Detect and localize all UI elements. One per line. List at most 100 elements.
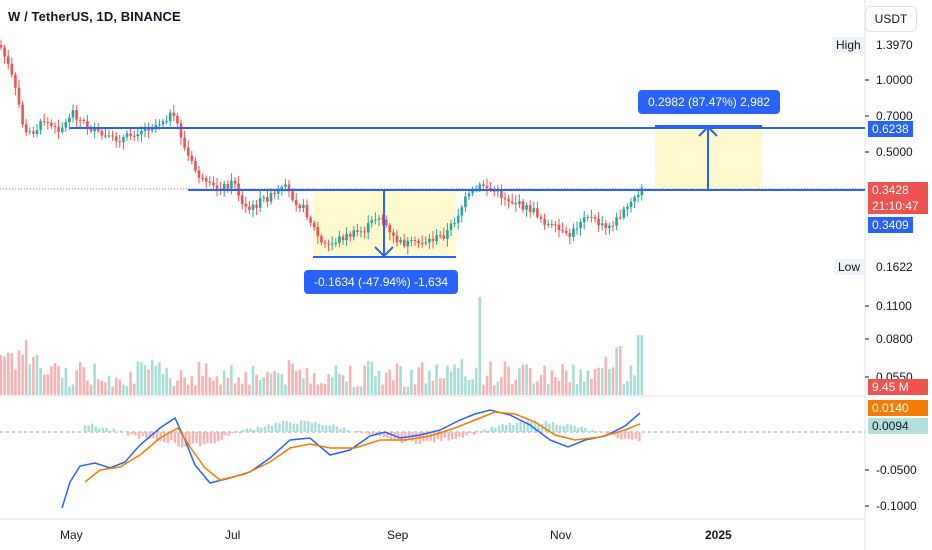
candle-body: [514, 203, 518, 205]
candle-body: [186, 147, 190, 156]
candle-body: [226, 183, 230, 189]
price-tick: 0.1100: [876, 299, 912, 313]
macd-histogram-bar: [321, 425, 324, 432]
volume-bar: [442, 378, 446, 395]
candle-body: [32, 131, 35, 134]
macd-histogram-bar: [127, 432, 130, 436]
volume-bar: [554, 377, 557, 395]
volume-bar: [352, 386, 356, 395]
macd-histogram-bar: [515, 423, 519, 432]
candle-body: [309, 217, 312, 223]
macd-histogram-bar: [274, 422, 277, 432]
candle-body: [478, 184, 482, 190]
macd-histogram-bar: [217, 432, 220, 442]
volume-bar: [438, 378, 442, 395]
volume-bar: [572, 364, 575, 395]
volume-bar: [291, 363, 294, 395]
macd-tick: -0.0500: [876, 463, 917, 477]
macd-histogram-bar: [454, 432, 457, 439]
volume-bar: [489, 361, 492, 395]
candle-body: [539, 216, 543, 219]
macd-histogram-bar: [447, 432, 450, 441]
macd-histogram-bar: [202, 432, 205, 445]
macd-histogram-bar: [638, 432, 641, 442]
chart-title[interactable]: W / TetherUS, 1D, BINANCE: [8, 9, 181, 24]
volume-bar: [255, 374, 258, 395]
volume-bar: [266, 371, 269, 395]
volume-bar: [68, 386, 71, 395]
volume-bar: [251, 365, 255, 395]
macd-histogram-bar: [343, 427, 346, 432]
macd-histogram-bar: [177, 432, 180, 447]
candle-body: [168, 112, 172, 122]
volume-bar: [608, 368, 611, 395]
volume-bar: [57, 366, 60, 395]
macd-histogram-bar: [112, 428, 115, 432]
candle-body: [471, 189, 474, 194]
candle-body: [431, 238, 435, 242]
upper-level-tag: 0.6238: [868, 121, 913, 137]
macd-histogram-bar: [605, 432, 609, 437]
candle-body: [456, 215, 460, 224]
volume-bar: [32, 356, 35, 395]
volume-bar: [528, 368, 532, 395]
candle-body: [172, 112, 176, 116]
candle-body: [42, 121, 46, 123]
candle-body: [460, 207, 464, 216]
volume-bar: [93, 363, 96, 395]
macd-histogram-bar: [465, 432, 468, 436]
macd-histogram-bar: [325, 425, 328, 432]
volume-bar: [629, 365, 633, 395]
volume-bar: [284, 384, 287, 395]
volume-bar: [3, 356, 6, 395]
candle-body: [363, 231, 366, 233]
candle-body: [586, 216, 590, 218]
candle-body: [93, 127, 96, 132]
macd-histogram-bar: [494, 427, 497, 432]
volume-bar: [420, 362, 424, 395]
volume-bar: [507, 366, 510, 395]
down-measure-label[interactable]: -0.1634 (-47.94%) -1,634: [304, 270, 459, 294]
candle-body: [435, 235, 438, 242]
candle-body: [258, 198, 262, 208]
candle-body: [82, 119, 86, 122]
volume-bar: [273, 371, 276, 395]
macd-histogram-bar: [512, 424, 515, 432]
volume-bar: [518, 368, 521, 395]
candle-body: [147, 127, 150, 131]
up-measure-label[interactable]: 0.2982 (87.47%) 2,982: [638, 90, 781, 114]
macd-histogram-bar: [523, 422, 526, 432]
macd-histogram-bar: [94, 426, 97, 432]
candle-body: [388, 225, 392, 233]
candle-body: [111, 135, 114, 137]
candle-body: [604, 223, 608, 229]
macd-histogram-bar: [371, 432, 375, 435]
currency-button[interactable]: USDT: [865, 6, 917, 32]
macd-histogram-bar: [562, 425, 565, 432]
time-tick: 2025: [705, 528, 732, 542]
volume-bar: [467, 380, 471, 395]
volume-bar: [521, 364, 525, 395]
candle-body: [251, 204, 255, 210]
candle-body: [564, 230, 568, 234]
candle-body: [518, 201, 521, 205]
candle-body: [89, 127, 93, 132]
macd-histogram-bar: [238, 432, 241, 434]
candle-body: [6, 56, 10, 64]
macd-histogram-bar: [551, 421, 555, 432]
volume-bar: [104, 382, 107, 395]
volume-bar: [366, 360, 370, 395]
macd-histogram-bar: [134, 432, 137, 436]
candle-body: [525, 205, 528, 210]
candle-body: [158, 124, 161, 126]
volume-bar: [186, 384, 190, 395]
macd-histogram-bar: [566, 423, 569, 432]
candle-body: [269, 192, 273, 202]
candle-body: [449, 223, 453, 230]
volume-bar: [622, 384, 626, 395]
volume-bar: [633, 375, 636, 395]
macd-histogram-bar: [191, 432, 195, 444]
candle-body: [266, 197, 269, 202]
macd-histogram-bar: [382, 432, 385, 438]
